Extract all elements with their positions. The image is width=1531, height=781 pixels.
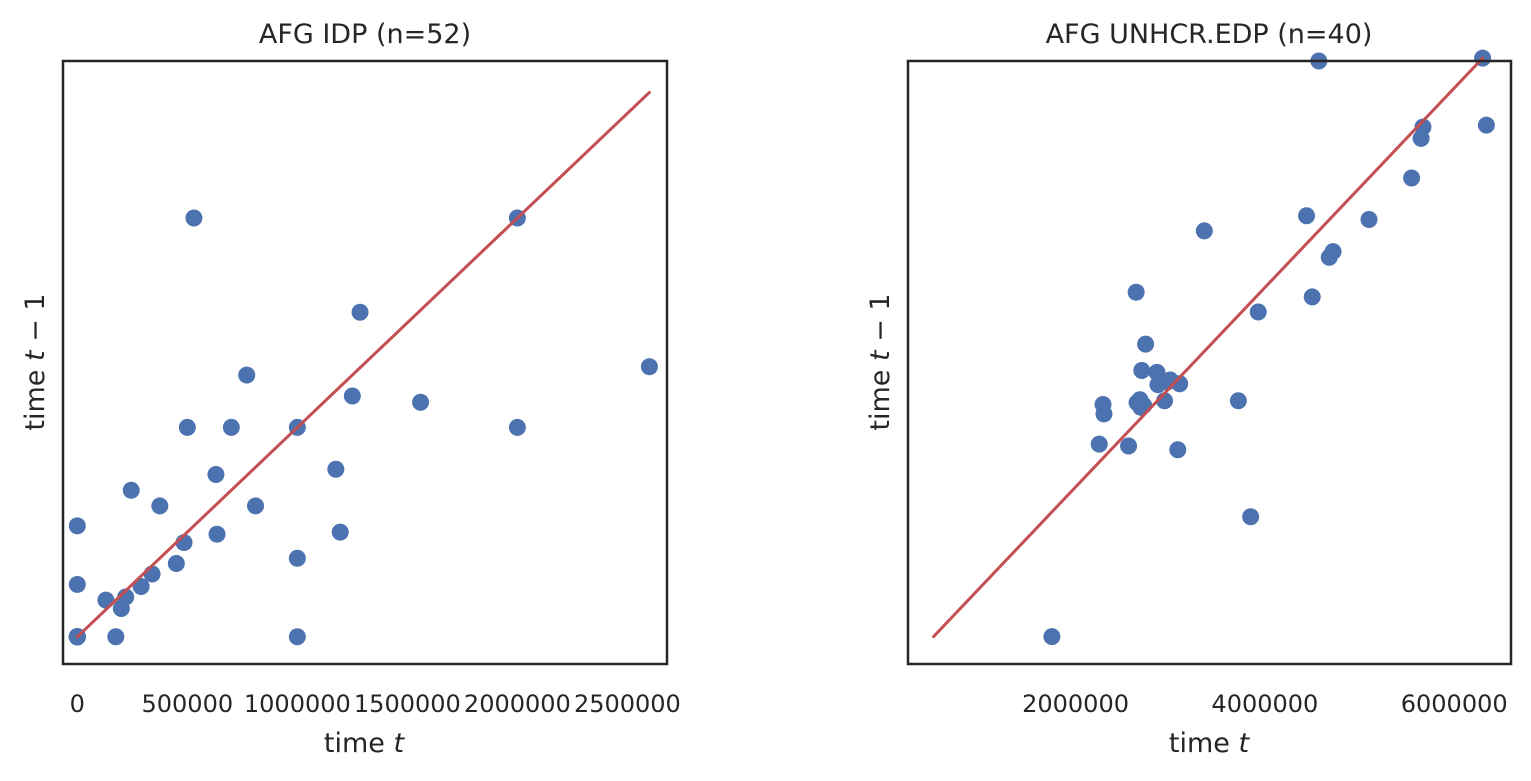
x-tick-label: 6000000 — [1401, 690, 1508, 718]
scatter-point — [207, 466, 225, 484]
y-axis-label: time t − 1 — [20, 293, 51, 430]
x-tick-label: 2000000 — [1022, 690, 1129, 718]
scatter-point — [1133, 362, 1151, 380]
scatter-point — [1195, 222, 1213, 240]
scatter-point — [178, 418, 196, 436]
scatter-point — [1169, 441, 1187, 459]
scatter-point — [68, 517, 86, 535]
scatter-point — [1229, 392, 1247, 410]
x-tick-label: 0 — [70, 690, 85, 718]
scatter-point — [640, 358, 658, 376]
scatter-point — [1171, 375, 1189, 393]
scatter-point — [143, 565, 161, 583]
scatter-point — [1298, 207, 1316, 225]
scatter-point — [238, 366, 256, 384]
fit-line — [932, 56, 1485, 639]
scatter-point — [247, 497, 265, 515]
subplot-afg-unhcr-edp: AFG UNHCR.EDP (n=40) 2000000 4000000 60000… — [865, 19, 1513, 759]
scatter-point — [222, 418, 240, 436]
scatter-point — [288, 628, 306, 646]
scatter-point — [167, 555, 185, 572]
scatter-point — [351, 303, 369, 321]
chart-title: AFG UNHCR.EDP (n=40) — [1046, 19, 1373, 50]
scatter-point — [1242, 508, 1260, 526]
scatter-point — [327, 460, 345, 478]
x-tick-label: 2500000 — [574, 690, 681, 718]
x-tick-label: 4000000 — [1211, 690, 1318, 718]
scatter-point — [107, 628, 125, 646]
x-tick-label: 2000000 — [464, 690, 571, 718]
scatter-point — [331, 523, 349, 541]
scatter-point — [1095, 405, 1113, 423]
scatter-point — [1249, 303, 1267, 321]
scatter-point — [97, 591, 115, 609]
scatter-point — [343, 387, 361, 405]
scatter-point — [122, 481, 140, 499]
scatter-point — [1043, 628, 1061, 646]
scatter-point — [508, 418, 526, 436]
scatter-point — [185, 209, 203, 227]
subplot-afg-idp: AFG IDP (n=52) 0 500000 1000000 1500000 2000… — [20, 19, 681, 759]
plot-frame — [61, 59, 669, 666]
scatter-point — [1120, 437, 1138, 455]
chart-title: AFG IDP (n=52) — [259, 19, 471, 50]
scatter-point — [1414, 118, 1432, 136]
scatter-point — [1137, 335, 1155, 353]
scatter-point — [1303, 288, 1321, 306]
plot-frame — [906, 59, 1513, 666]
x-axis-label: time t — [324, 728, 406, 759]
scatter-point — [1477, 116, 1495, 134]
scatter-point — [1360, 211, 1378, 229]
scatter-point — [151, 497, 169, 515]
y-axis-label: time t − 1 — [865, 293, 896, 430]
scatter-point — [1090, 435, 1108, 453]
x-tick-label: 1000000 — [244, 690, 351, 718]
scatter-point — [1127, 283, 1145, 301]
scatter-point — [1324, 243, 1342, 261]
scatter-point — [1135, 396, 1153, 414]
x-axis-label: time t — [1169, 728, 1251, 759]
scatter-point — [208, 525, 226, 543]
x-tick-label: 1500000 — [354, 690, 461, 718]
scatter-point — [412, 393, 430, 411]
x-tick-label: 500000 — [142, 690, 234, 718]
scatter-point — [1403, 169, 1421, 187]
scatter-point — [132, 578, 150, 596]
scatter-point — [288, 549, 306, 567]
scatter-point — [68, 575, 86, 593]
fit-line — [75, 90, 651, 639]
